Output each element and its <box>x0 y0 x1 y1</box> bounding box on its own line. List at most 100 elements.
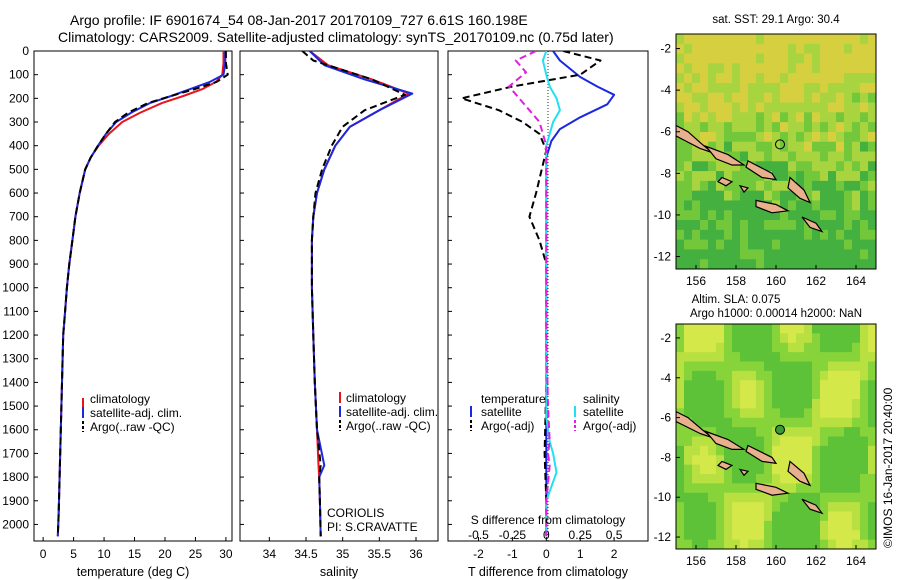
map-cell <box>756 190 765 201</box>
map-cell <box>852 342 861 353</box>
map-cell <box>724 200 733 211</box>
map-cell <box>684 492 693 503</box>
map-cell <box>828 389 837 400</box>
map-cell <box>772 352 781 362</box>
map-cell <box>676 464 685 475</box>
map-cell <box>852 436 861 447</box>
map-cell <box>820 370 829 381</box>
map-cell <box>844 399 853 409</box>
map-cell <box>740 131 749 143</box>
map-cell <box>804 131 813 143</box>
map-cell <box>756 352 765 362</box>
s-diff-tick-label: -0.25 <box>499 528 527 542</box>
map-cell <box>860 370 869 381</box>
map-cell <box>764 220 773 231</box>
map-cell <box>764 122 773 133</box>
map-cell <box>748 333 757 344</box>
map-cell <box>732 239 741 250</box>
map-cell <box>868 220 876 231</box>
map-cell <box>772 210 781 221</box>
map-cell <box>724 82 733 94</box>
map-cell <box>748 502 757 512</box>
map-cell <box>692 53 701 64</box>
map-cell <box>828 492 837 503</box>
map-cell <box>764 333 773 344</box>
map-cell <box>836 102 845 113</box>
map-cell <box>852 427 861 437</box>
map-cell <box>700 102 709 113</box>
map-cell <box>828 511 837 522</box>
sst-map-field <box>676 34 876 269</box>
map-cell <box>700 82 709 94</box>
island-shape <box>787 460 812 487</box>
map-cell <box>836 380 845 391</box>
map-cell <box>868 474 876 484</box>
map-cell <box>740 141 749 152</box>
map-cell <box>828 190 837 201</box>
depth-tick-label: 1900 <box>2 494 29 508</box>
map-cell <box>820 34 829 45</box>
lon-tick-label: 156 <box>686 554 706 568</box>
map-cell <box>724 333 733 344</box>
map-cell <box>844 539 853 549</box>
map-cell <box>676 43 685 54</box>
map-cell <box>788 171 797 182</box>
map-cell <box>836 342 845 353</box>
map-cell <box>836 474 845 484</box>
map-cell <box>724 492 733 503</box>
map-cell <box>740 92 749 103</box>
map-cell <box>676 370 685 381</box>
map-cell <box>868 408 876 419</box>
map-cell <box>692 445 701 456</box>
map-cell <box>684 474 693 484</box>
map-cell <box>748 92 757 103</box>
map-cell <box>740 239 749 250</box>
map-cell <box>772 82 781 94</box>
island-shape <box>716 460 734 471</box>
map-cell <box>772 122 781 133</box>
map-cell <box>724 239 733 250</box>
map-cell <box>868 520 876 531</box>
map-cell <box>748 539 757 549</box>
map-cell <box>780 380 789 391</box>
map-cell <box>796 427 805 437</box>
depth-tick-label: 100 <box>9 68 29 82</box>
map-cell <box>764 239 773 250</box>
map-cell <box>860 352 869 362</box>
map-cell <box>748 342 757 353</box>
map-cell <box>684 43 693 54</box>
map-cell <box>852 151 861 162</box>
lat-tick-label: -2 <box>660 42 671 56</box>
map-cell <box>756 239 765 250</box>
map-cell <box>836 361 845 372</box>
map-cell <box>844 502 853 512</box>
map-cell <box>740 520 749 531</box>
map-cell <box>692 131 701 143</box>
map-cell <box>708 249 717 260</box>
lon-tick-label: 158 <box>726 554 746 568</box>
map-cell <box>764 53 773 64</box>
map-cell <box>772 502 781 512</box>
map-cell <box>788 342 797 353</box>
map-cell <box>836 455 845 466</box>
map-cell <box>852 210 861 221</box>
map-cell <box>812 63 821 74</box>
map-cell <box>844 408 853 419</box>
map-cell <box>812 73 821 84</box>
map-cell <box>716 408 725 419</box>
map-cell <box>812 180 821 192</box>
map-cell <box>780 92 789 103</box>
map-cell <box>692 249 701 260</box>
map-cell <box>844 141 853 152</box>
map-cell <box>772 259 781 269</box>
map-cell <box>740 464 749 475</box>
map-cell <box>764 352 773 362</box>
map-cell <box>796 239 805 250</box>
map-cell <box>860 82 869 94</box>
map-cell <box>796 63 805 74</box>
map-cell <box>868 161 876 172</box>
s-diff-tick-label: -0.5 <box>468 528 489 542</box>
map-cell <box>836 180 845 192</box>
map-cell <box>836 43 845 54</box>
map-cell <box>804 511 813 522</box>
